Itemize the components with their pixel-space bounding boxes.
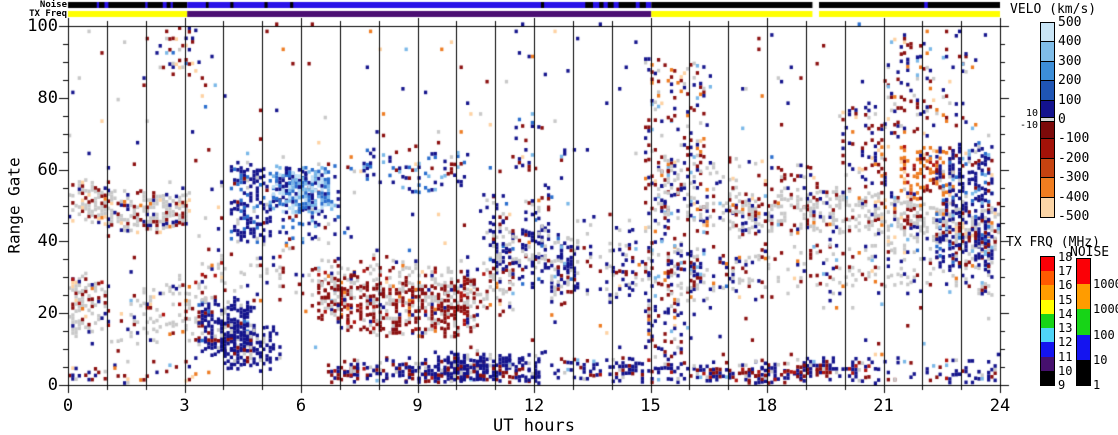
velo-colorbar-segment [1041,23,1054,43]
txfrq-colorbar-segment [1041,257,1054,272]
velo-colorbar-segment [1041,178,1054,198]
y-tick-label: 0 [47,375,58,395]
txfrq-colorbar-title: TX FRQ (MHz) [1006,235,1100,250]
velo-colorbar-segment [1041,121,1054,140]
noise-colorbar [1076,258,1091,386]
y-tick-label: 80 [37,87,58,108]
txfrq-colorbar-segment [1041,342,1054,357]
velo-tick-label: -500 [1058,209,1090,224]
txfrq-tick-label: 15 [1058,292,1073,307]
x-tick-label: 21 [873,396,894,416]
x-tick-label: 24 [989,396,1011,416]
txfrq-tick-label: 16 [1058,278,1073,293]
txfrq-tick-label: 18 [1058,250,1073,264]
x-tick-label: 9 [412,396,423,416]
noise-colorbar-segment [1077,309,1090,335]
txfrq-tick-label: 10 [1058,363,1073,378]
velo-colorbar-segment [1041,61,1054,82]
x-tick-label: 0 [62,396,74,416]
noise-tick-label: 1 [1093,378,1101,392]
velo-tick-label: -100 [1058,131,1090,147]
velo-tick-label: 0 [1058,112,1066,127]
velo-near-zero-label: -10 [1019,120,1038,131]
txfreq-strip-label: TX Freq [29,9,67,19]
txfrq-colorbar-segment [1041,271,1054,286]
velo-colorbar-title: VELO (km/s) [1010,2,1097,17]
velo-tick-label: -200 [1058,150,1090,166]
x-tick-label: 12 [523,396,545,416]
noise-strip-label: Noise [39,0,67,10]
txfrq-colorbar-segment [1041,328,1054,343]
txfrq-colorbar-segment [1041,285,1054,300]
txfrq-tick-label: 11 [1058,349,1073,364]
velo-colorbar-segment [1041,81,1054,101]
txfrq-colorbar-segment [1041,370,1054,385]
velo-tick-label: 100 [1058,92,1082,108]
txfrq-tick-label: 9 [1058,378,1066,392]
x-tick-label: 15 [640,396,661,416]
velo-near-zero-label: 10 [1025,108,1038,119]
txfrq-colorbar-segment [1041,356,1054,371]
y-tick-label: 60 [37,159,58,180]
txfrq-tick-label: 12 [1058,335,1073,350]
velo-tick-label: -400 [1058,189,1090,205]
velo-tick-label: 400 [1058,34,1082,50]
y-tick-label: 40 [37,231,58,252]
y-tick-label: 20 [37,303,58,324]
txfrq-tick-label: 14 [1058,306,1073,321]
velo-colorbar [1040,22,1055,218]
noise-colorbar-segment [1077,359,1090,385]
y-tick-label: 100 [27,16,58,36]
noise-colorbar-segment [1077,284,1090,310]
txfrq-colorbar-segment [1041,299,1054,314]
noise-tick-label: 10 [1093,352,1108,367]
x-tick-label: 3 [179,396,190,416]
velo-tick-label: -300 [1058,170,1090,186]
velo-tick-label: 500 [1058,15,1082,30]
y-axis-title: Range Gate [4,157,24,254]
x-axis-title: UT hours [493,416,575,435]
noise-colorbar-title: NOISE [1070,245,1110,260]
velo-colorbar-segment [1041,158,1054,179]
velo-tick-label: 200 [1058,73,1082,89]
noise-tick-label: 10000 [1093,277,1118,292]
txfrq-tick-label: 17 [1058,264,1073,279]
velo-colorbar-segment [1041,100,1054,119]
velo-colorbar-segment [1041,139,1054,159]
velo-colorbar-segment [1041,42,1054,62]
noise-colorbar-segment [1077,334,1090,360]
velo-tick-label: 300 [1058,53,1082,69]
txfrq-colorbar [1040,256,1055,386]
noise-tick-label: 100 [1093,327,1115,342]
txfrq-tick-label: 13 [1058,321,1073,336]
noise-colorbar-segment [1077,259,1090,285]
x-tick-label: 18 [756,396,778,416]
x-tick-label: 6 [295,396,307,416]
txfrq-colorbar-segment [1041,313,1054,329]
velo-colorbar-segment [1041,118,1054,122]
velo-colorbar-segment [1041,197,1054,217]
